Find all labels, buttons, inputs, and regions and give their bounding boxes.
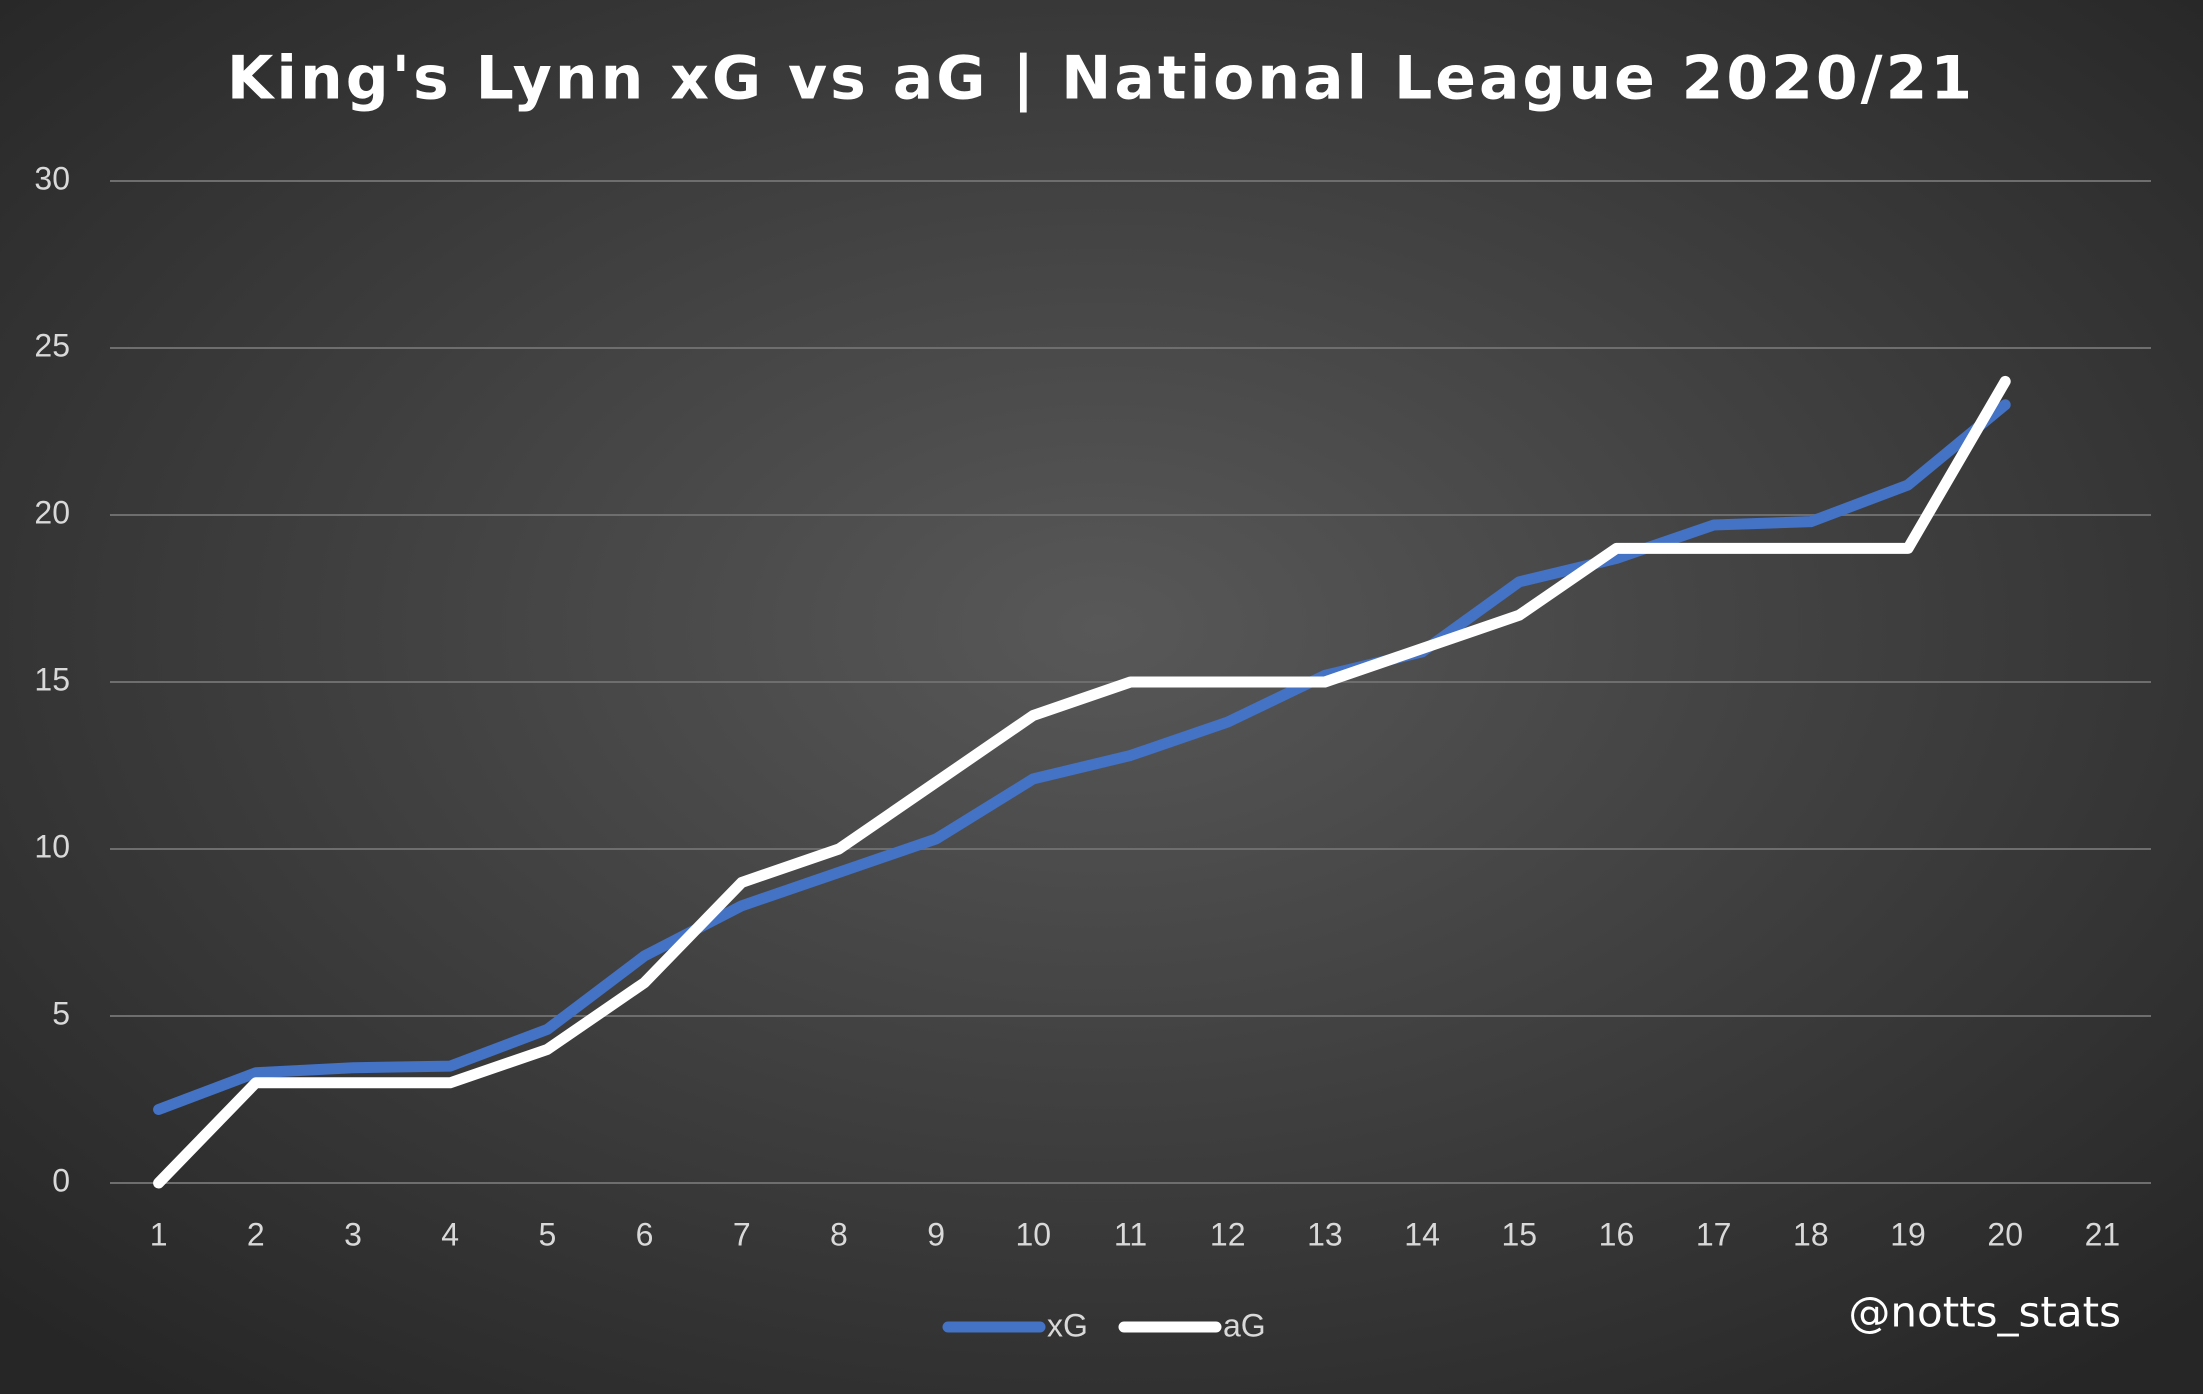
- chart-title: King's Lynn xG vs aG | National League 2…: [227, 44, 1975, 114]
- x-tick-label: 2: [247, 1216, 265, 1252]
- x-tick-label: 20: [1987, 1216, 2023, 1252]
- x-tick-label: 13: [1307, 1216, 1343, 1252]
- x-tick-label: 6: [636, 1216, 654, 1252]
- x-tick-label: 16: [1599, 1216, 1635, 1252]
- x-tick-label: 10: [1016, 1216, 1052, 1252]
- x-tick-label: 11: [1114, 1216, 1147, 1252]
- x-tick-label: 14: [1404, 1216, 1440, 1252]
- y-tick-label: 15: [34, 661, 70, 697]
- y-tick-label: 10: [34, 828, 70, 864]
- x-tick-label: 21: [2085, 1216, 2121, 1252]
- x-tick-label: 19: [1890, 1216, 1926, 1252]
- legend-label: aG: [1223, 1307, 1266, 1343]
- series-line: [153, 399, 2011, 1116]
- x-tick-label: 7: [733, 1216, 751, 1252]
- x-tick-label: 18: [1793, 1216, 1829, 1252]
- x-tick-label: 5: [538, 1216, 556, 1252]
- y-tick-label: 5: [52, 995, 70, 1031]
- x-tick-label: 3: [344, 1216, 362, 1252]
- legend-label: xG: [1047, 1307, 1088, 1343]
- series-line: [153, 375, 2011, 1189]
- y-tick-label: 30: [34, 160, 70, 196]
- x-tick-label: 17: [1696, 1216, 1732, 1252]
- x-tick-label: 4: [441, 1216, 459, 1252]
- x-tick-label: 12: [1210, 1216, 1246, 1252]
- x-tick-label: 9: [927, 1216, 945, 1252]
- y-tick-label: 25: [34, 327, 70, 363]
- x-tick-label: 8: [830, 1216, 848, 1252]
- y-tick-label: 0: [52, 1162, 70, 1198]
- x-tick-label: 1: [150, 1216, 168, 1252]
- credit: @notts_stats: [1848, 1288, 2121, 1337]
- y-tick-label: 20: [34, 494, 70, 530]
- x-tick-label: 15: [1501, 1216, 1537, 1252]
